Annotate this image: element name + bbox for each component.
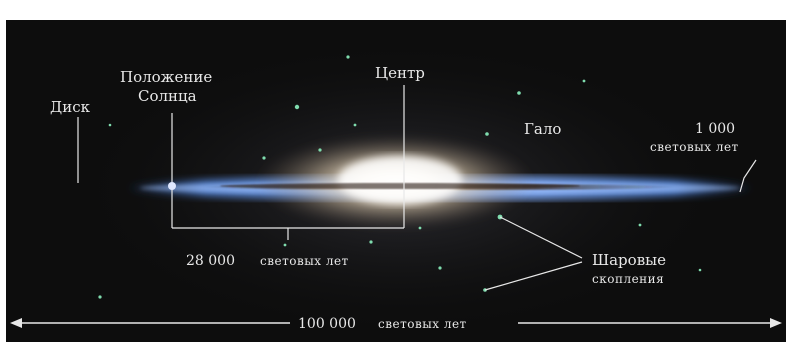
sun-marker — [168, 182, 176, 190]
globular-clusters — [98, 55, 702, 299]
globular-clusters-label-line2: скопления — [592, 272, 664, 286]
sun-distance-bracket: 28 000 световых лет — [172, 227, 404, 269]
sun-distance-value: 28 000 — [186, 253, 235, 269]
sun-position-annotation: Положение Солнца — [120, 68, 212, 228]
galactic-bulge — [220, 134, 580, 230]
diameter-arrow: 100 000 световых лет — [10, 316, 782, 332]
disk-label: Диск — [50, 98, 91, 116]
globular-clusters-label-line1: Шаровые — [592, 251, 666, 269]
halo-label: Гало — [524, 120, 561, 138]
diameter-unit: световых лет — [378, 317, 467, 331]
center-annotation: Центр — [375, 64, 425, 228]
thickness-unit: световых лет — [650, 140, 739, 154]
globular-clusters-annotation: Шаровые скопления — [484, 216, 666, 291]
disk-annotation: Диск — [50, 98, 91, 183]
diameter-value: 100 000 — [298, 316, 356, 332]
center-label: Центр — [375, 64, 425, 82]
sun-position-label-line2: Солнца — [138, 87, 197, 105]
sun-distance-unit: световых лет — [260, 254, 349, 268]
thickness-value: 1 000 — [695, 121, 735, 137]
sun-position-label-line1: Положение — [120, 68, 212, 86]
thickness-annotation: 1 000 световых лет — [650, 121, 757, 193]
